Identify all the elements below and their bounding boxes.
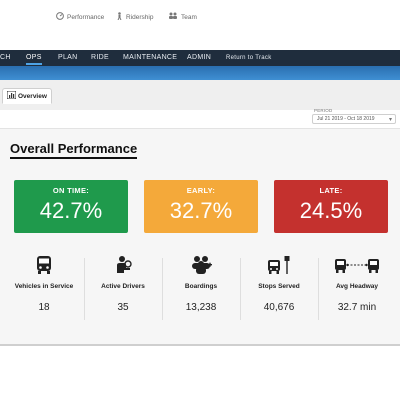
metric-vehicles-value: 18 [38,302,50,313]
bus-stop-icon [240,255,318,277]
bus-icon [5,255,83,277]
metric-boardings-label: Boardings [184,283,218,290]
metric-headway: Avg Headway 32.7 min [318,255,396,327]
on-time-card: ON TIME: 42.7% [14,180,128,233]
headway-icon [318,255,396,277]
metric-drivers: Active Drivers 35 [84,255,162,327]
nav-item-ride[interactable]: RIDE [91,54,109,61]
metric-headway-label: Avg Headway [335,283,379,290]
metric-divider [318,258,319,320]
metric-drivers-label: Active Drivers [101,283,145,290]
late-label: LATE: [319,186,343,195]
driver-icon [84,255,162,277]
period-select[interactable]: Jul 21 2019 - Oct 18 2019 ▾ [312,114,396,124]
metric-drivers-value: 35 [117,302,129,313]
metric-stops-value: 40,676 [263,302,295,313]
early-label: EARLY: [186,186,216,195]
tab-overview-label: Overview [18,92,47,100]
chevron-down-icon: ▾ [388,117,392,123]
tab-team[interactable]: Team [168,10,197,24]
team-icon [168,12,178,22]
metric-divider [240,258,241,320]
early-value: 32.7% [169,198,233,223]
metric-vehicles: Vehicles in Service 18 [5,255,83,327]
metric-divider [84,258,85,320]
on-time-value: 42.7% [39,198,103,223]
tab-team-label: Team [181,13,197,21]
return-to-track-link[interactable]: Return to Track [226,55,272,61]
rider-icon [116,12,123,22]
late-card: LATE: 24.5% [274,180,388,233]
header-band [0,66,400,80]
sub-nav-bar [0,80,400,110]
late-value: 24.5% [299,198,363,223]
tab-performance-label: Performance [67,13,105,21]
on-time-label: ON TIME: [52,186,90,195]
tab-performance[interactable]: Performance [56,10,104,24]
people-icon [162,255,240,277]
nav-item-ops[interactable]: OPS [26,54,42,65]
nav-item-plan[interactable]: PLAN [58,54,78,61]
metric-boardings: Boardings 13,238 [162,255,240,327]
nav-item-maintenance[interactable]: MAINTENANCE [123,54,178,61]
metric-stops: Stops Served 40,676 [240,255,318,327]
top-nav-bar: CH OPS PLAN RIDE MAINTENANCE ADMIN Retur… [0,50,400,66]
tab-overview[interactable]: Overview [2,88,52,104]
metric-boardings-value: 13,238 [185,302,217,313]
period-label: PERIOD [314,108,333,113]
metric-stops-label: Stops Served [258,283,300,290]
period-value: Jul 21 2019 - Oct 18 2019 [317,116,375,122]
nav-item-admin[interactable]: ADMIN [187,54,212,61]
nav-item-ch[interactable]: CH [0,54,11,61]
early-card: EARLY: 32.7% [144,180,258,233]
metric-headway-value: 32.7 min [337,302,377,313]
page-title: Overall Performance [10,141,138,159]
metric-vehicles-label: Vehicles in Service [14,283,74,290]
performance-panel [0,128,400,346]
gauge-icon [56,12,64,22]
chart-icon [6,90,17,101]
tab-ridership[interactable]: Ridership [116,10,153,24]
tab-ridership-label: Ridership [126,13,154,21]
metric-divider [162,258,163,320]
